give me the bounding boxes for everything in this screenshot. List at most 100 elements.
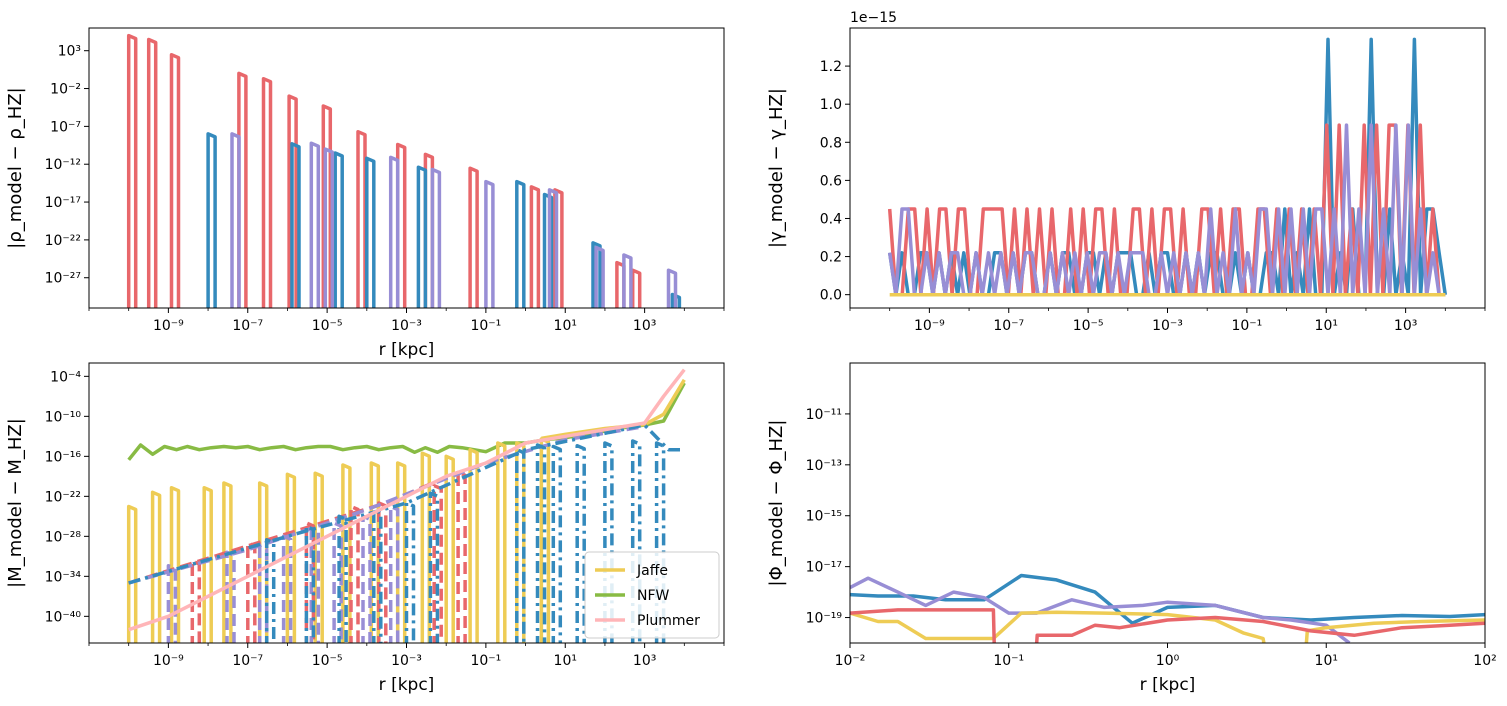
- mass-ylabel: |M_model − M_HZ|: [5, 418, 26, 588]
- density-ylabel: |ρ_model − ρ_HZ|: [5, 87, 26, 248]
- potential-xtick-label: 10⁻²: [835, 653, 866, 669]
- gamma-xtick-label: 10⁻³: [1152, 318, 1183, 334]
- density-axes-frame: [88, 27, 725, 309]
- density-ytick-label: 10⁻¹⁷: [45, 195, 81, 211]
- density-blue-spike-4: [416, 165, 428, 308]
- gamma-xtick-label: 10³: [1394, 318, 1417, 334]
- mass-blue-line: [128, 423, 685, 585]
- potential-blue-line: [850, 573, 1485, 625]
- gamma-offset-text: 1e−15: [850, 10, 897, 26]
- gamma-red-line: [887, 123, 1446, 297]
- density-red-spike-11: [529, 185, 541, 308]
- mass-panel: 10⁻⁹ 10⁻⁷ 10⁻⁵ 10⁻³ 10⁻¹ 10¹ 10³ 10⁻⁴ 10⁻¹⁰ 10⁻¹⁶…: [5, 362, 725, 695]
- mass-Jaffe-spike-11: [420, 451, 432, 643]
- mass-xtick-label: 10⁻⁹: [153, 653, 184, 669]
- potential-series-blue: [850, 573, 1485, 625]
- mass-y-axis: 10⁻⁴ 10⁻¹⁰ 10⁻¹⁶ 10⁻²² 10⁻²⁸ 10⁻³⁴ 10⁻⁴⁰: [45, 369, 89, 625]
- mass-xtick-label: 10¹: [554, 653, 577, 669]
- mass-Jaffe-spike-1: [150, 490, 162, 643]
- mass-Jaffe-spike-12: [444, 454, 455, 643]
- mass-blue-spike-1: [304, 524, 316, 643]
- mass-legend: Jaffe NFW Plummer: [584, 551, 720, 639]
- density-xtick-label: 10¹: [554, 318, 577, 334]
- gamma-ytick-label: 1.0: [820, 97, 842, 113]
- mass-blue-spike-4: [404, 501, 416, 643]
- density-xtick-label: 10⁻³: [391, 318, 422, 334]
- potential-yellow-a-line: [850, 610, 1266, 643]
- mass-blue-spike-5: [428, 491, 440, 643]
- density-purple-spike-9: [666, 268, 678, 308]
- mass-xtick-label: 10⁻⁵: [312, 653, 343, 669]
- density-ytick-label: 10⁻²²: [45, 233, 81, 249]
- gamma-plot-area: [887, 37, 1448, 297]
- density-blue-spike-7: [591, 241, 602, 308]
- potential-series-red-b: [1034, 615, 1485, 643]
- legend-box: [584, 551, 720, 639]
- mass-xtick-label: 10⁻⁷: [232, 653, 263, 669]
- potential-series-yellow-b: [1304, 618, 1485, 643]
- density-xlabel: r [kpc]: [379, 340, 435, 360]
- gamma-xtick-label: 10⁻⁵: [1073, 318, 1104, 334]
- potential-xtick-label: 10¹: [1315, 653, 1338, 669]
- potential-ylabel: |Φ_model − Φ_HZ|: [766, 420, 787, 587]
- density-purple-spike-3: [388, 155, 400, 308]
- density-purple-spike-5: [484, 179, 495, 308]
- gamma-xtick-label: 10⁻⁷: [993, 318, 1024, 334]
- density-series-blue: [206, 132, 682, 308]
- mass-ytick-label: 10⁻¹⁶: [45, 449, 82, 465]
- mass-Jaffe-spike-0: [126, 504, 138, 643]
- density-purple-spike-4: [430, 167, 442, 308]
- gamma-xtick-label: 10⁻⁹: [914, 318, 945, 334]
- mass-blue-spike-11: [630, 439, 642, 643]
- legend-label-nfw: NFW: [637, 588, 670, 604]
- gamma-ytick-label: 0.8: [820, 135, 842, 151]
- density-series-purple: [230, 132, 678, 308]
- mass-purple-spike-3: [281, 534, 293, 643]
- potential-xlabel: r [kpc]: [1140, 675, 1196, 695]
- density-purple-spike-1: [309, 141, 321, 308]
- density-red-spike-2: [169, 52, 181, 308]
- mass-Jaffe-spike-14: [496, 441, 507, 643]
- mass-ytick-label: 10⁻²²: [45, 489, 81, 505]
- density-x-axis: 10⁻⁹ 10⁻⁷ 10⁻⁵ 10⁻³ 10⁻¹ 10¹ 10³: [88, 308, 725, 334]
- mass-xtick-label: 10⁻¹: [470, 653, 501, 669]
- mass-red-spike-6: [456, 470, 467, 643]
- gamma-y-axis: 0.0 0.2 0.4 0.6 0.8 1.0 1.2: [820, 59, 850, 304]
- density-purple-spike-6: [547, 188, 559, 308]
- mass-blue-spike-8: [551, 444, 563, 643]
- mass-ytick-label: 10⁻³⁴: [45, 569, 82, 585]
- potential-xtick-label: 10²: [1473, 653, 1496, 669]
- density-blue-spike-1: [290, 142, 301, 308]
- gamma-xtick-label: 10⁻¹: [1231, 318, 1262, 334]
- mass-series-Plummer: [128, 368, 686, 632]
- mass-red-spike-2: [304, 521, 316, 643]
- mass-plot-area: [126, 368, 686, 643]
- density-ytick-label: 10³: [58, 44, 81, 60]
- potential-ytick-label: 10⁻¹⁹: [806, 611, 843, 627]
- mass-purple-spike-5: [332, 521, 343, 643]
- mass-ytick-label: 10⁻¹⁰: [45, 409, 82, 425]
- potential-ytick-label: 10⁻¹³: [806, 458, 842, 474]
- density-red-spike-10: [468, 166, 479, 308]
- mass-Jaffe-spike-6: [285, 472, 297, 643]
- gamma-x-axis: 10⁻⁹ 10⁻⁷ 10⁻⁵ 10⁻³ 10⁻¹ 10¹ 10³: [849, 308, 1486, 334]
- legend-label-plummer: Plummer: [637, 613, 700, 629]
- density-ytick-label: 10⁻¹²: [45, 157, 81, 173]
- mass-series-NFW: [127, 382, 686, 461]
- mass-xtick-label: 10³: [633, 653, 656, 669]
- potential-yellow-b-line: [1304, 618, 1485, 643]
- mass-blue-spike-12: [654, 441, 666, 643]
- mass-ytick-label: 10⁻⁴: [50, 369, 81, 385]
- density-purple-spike-2: [323, 147, 335, 308]
- potential-ytick-label: 10⁻¹¹: [806, 407, 842, 423]
- mass-red-spike-5: [432, 483, 443, 643]
- potential-series-red-a: [850, 608, 996, 643]
- mass-red-spike-1: [246, 541, 257, 643]
- density-blue-spike-5: [515, 179, 526, 308]
- density-red-spike-0: [126, 33, 138, 308]
- density-series-red: [126, 33, 642, 308]
- mass-blue-spike-9: [575, 443, 586, 643]
- potential-series-yellow-a: [850, 610, 1266, 643]
- density-blue-spike-0: [206, 132, 217, 308]
